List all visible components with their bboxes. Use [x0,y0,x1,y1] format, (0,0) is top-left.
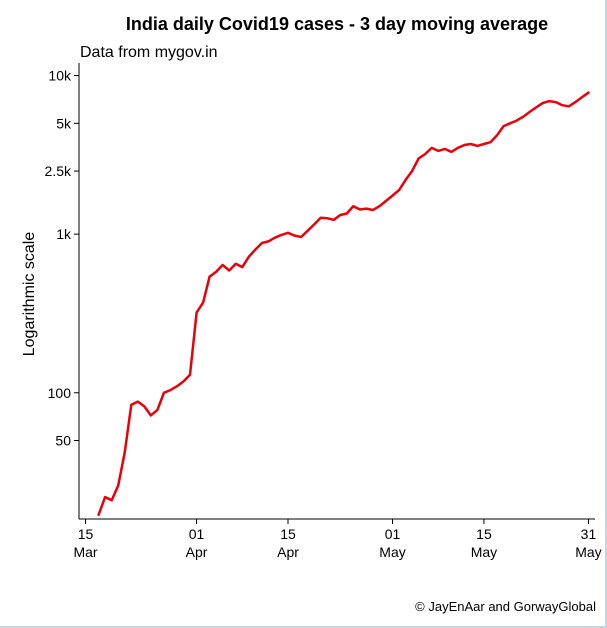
x-tick-day: 15 [280,526,296,542]
x-tick-day: 01 [189,526,205,542]
x-tick-month: Mar [73,544,97,560]
x-tick-month: Apr [277,544,299,560]
x-tick-day: 01 [385,526,401,542]
x-ticks: 15 Mar 01 Apr 15 Apr 01 May 15 May 31 May [73,519,602,560]
x-tick-month: Apr [186,544,208,560]
y-tick-label: 1k [56,226,72,242]
chart-caption: © JayEnAar and GorwayGlobal [415,599,596,614]
y-tick-label: 10k [48,68,72,84]
x-tick-day: 15 [476,526,492,542]
x-tick-day: 15 [78,526,94,542]
chart-title: India daily Covid19 cases - 3 day moving… [126,14,548,34]
chart-subtitle: Data from mygov.in [80,44,218,61]
series-line [97,91,590,517]
y-tick-label: 100 [48,385,72,401]
y-tick-label: 50 [55,433,71,449]
x-tick-month: May [575,544,601,560]
y-tick-label: 5k [56,115,72,131]
series-layer [97,91,590,517]
x-tick-month: May [471,544,497,560]
y-axis-label: Logarithmic scale [21,232,38,357]
x-tick-month: May [379,544,405,560]
y-tick-label: 2.5k [45,163,72,179]
y-ticks: 50 100 1k 2.5k 5k 10k [45,68,79,449]
x-tick-day: 31 [581,526,597,542]
